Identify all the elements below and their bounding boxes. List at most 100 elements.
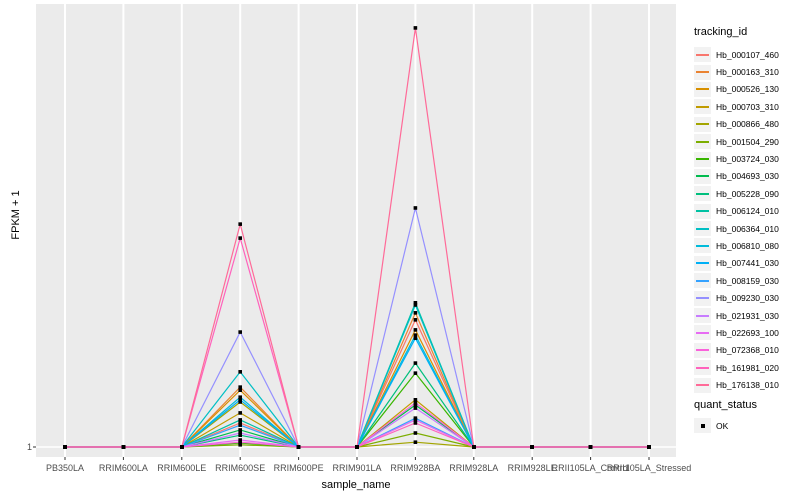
legend-item-label: Hb_004693_030 [716, 171, 779, 182]
legend-color-items: Hb_000107_460 Hb_000163_310 Hb_000526_130 H… [694, 46, 779, 394]
x-tick-label: RRIM600LE [157, 463, 207, 473]
point-marker [413, 328, 418, 332]
ok-marker-icon [700, 423, 705, 428]
point-marker [413, 403, 418, 407]
point-marker [238, 421, 242, 425]
legend-item-label: Hb_000107_460 [716, 49, 779, 60]
legend-key-line-icon [694, 360, 711, 376]
legend-item-label: Hb_022693_100 [716, 327, 779, 338]
legend-title-tracking-id: tracking_id [694, 26, 748, 38]
point-marker [413, 318, 418, 322]
point-marker [121, 445, 126, 449]
legend-key-color [696, 262, 709, 265]
point-marker [180, 445, 184, 449]
legend-key-line-icon [694, 134, 711, 150]
legend-item-label: Hb_176138_010 [716, 380, 779, 391]
point-marker [413, 418, 418, 422]
x-axis-title: sample_name [321, 479, 391, 491]
point-marker [238, 418, 242, 422]
legend-key-line-icon [694, 221, 711, 237]
legend-key-color [696, 158, 709, 161]
legend-key-line-icon [694, 186, 711, 202]
legend-key-color [696, 88, 709, 91]
point-marker [413, 361, 418, 365]
y-axis-tick-label: 1 [26, 442, 32, 452]
legend-panel: tracking_id Hb_000107_460 Hb_000163_310 Hb… [686, 0, 800, 500]
legend-key-line-icon [694, 116, 711, 132]
legend-key-color [696, 349, 709, 352]
point-marker [238, 370, 242, 374]
point-marker [238, 438, 242, 442]
legend-item-label: Hb_021931_030 [716, 310, 779, 321]
legend-item: Hb_021931_030 [694, 307, 779, 324]
legend-item: Hb_161981_020 [694, 359, 779, 376]
y-axis-title: FPKM + 1 [10, 190, 22, 240]
legend-item-label: Hb_008159_030 [716, 275, 779, 286]
point-marker [413, 333, 418, 337]
legend-title-quant-status: quant_status [694, 399, 757, 411]
legend-item: Hb_072368_010 [694, 342, 779, 359]
point-marker [238, 428, 242, 432]
legend-item-label: Hb_003724_030 [716, 154, 779, 165]
legend-key-square-icon [694, 418, 711, 434]
point-marker [238, 423, 242, 427]
legend-key-color [696, 71, 709, 74]
legend-key-color [696, 366, 709, 369]
point-marker [238, 400, 242, 404]
point-marker [355, 445, 359, 449]
point-marker [413, 311, 418, 315]
quant-status-item: OK [694, 417, 728, 434]
point-marker [413, 421, 418, 425]
x-tick-label: PB350LA [45, 463, 85, 473]
legend-item: Hb_176138_010 [694, 376, 779, 393]
legend-key-line-icon [694, 273, 711, 289]
legend-item-label: Hb_006364_010 [716, 223, 779, 234]
legend-item-label: Hb_005228_090 [716, 188, 779, 199]
legend-item: Hb_007441_030 [694, 255, 779, 272]
x-tick-label: RRIM600SE [215, 463, 266, 473]
x-tick-label: RRIM928LA [449, 463, 499, 473]
legend-key-color [696, 53, 709, 56]
legend-item: Hb_006364_010 [694, 220, 779, 237]
point-marker [238, 433, 242, 438]
legend-item-label: Hb_009230_030 [716, 293, 779, 304]
legend-key-line-icon [694, 81, 711, 97]
point-marker [413, 431, 418, 435]
legend-item: Hb_000526_130 [694, 81, 779, 98]
legend-key-line-icon [694, 99, 711, 115]
legend-key-line-icon [694, 255, 711, 271]
legend-key-color [696, 244, 709, 247]
legend-key-line-icon [694, 151, 711, 167]
point-marker [238, 411, 242, 415]
legend-key-line-icon [694, 342, 711, 358]
point-marker [413, 440, 418, 444]
legend-item: Hb_000163_310 [694, 63, 779, 80]
legend-shape-items: OK [694, 417, 728, 434]
legend-item-label: Hb_007441_030 [716, 258, 779, 269]
point-marker [472, 445, 476, 449]
x-tick-label: RRIM901LA [332, 463, 382, 473]
point-marker [238, 330, 242, 334]
point-marker [413, 26, 418, 30]
legend-item-label: Hb_006124_010 [716, 206, 779, 217]
legend-key-line-icon [694, 168, 711, 184]
point-marker [238, 395, 242, 399]
point-marker [588, 445, 593, 449]
x-tick-label: RRII105LA_Stressed [606, 463, 692, 473]
legend-key-color [696, 297, 709, 300]
legend-key-color [696, 123, 709, 126]
legend-key-color [696, 140, 709, 143]
legend-item: Hb_000107_460 [694, 46, 779, 63]
legend-item: Hb_006810_080 [694, 237, 779, 254]
legend-item: Hb_000866_480 [694, 116, 779, 133]
point-marker [238, 388, 242, 392]
x-tick-label: RRIM928LE [507, 463, 557, 473]
legend-item: Hb_008159_030 [694, 272, 779, 289]
quant-status-label: OK [716, 420, 729, 431]
point-marker [530, 445, 534, 449]
legend-item: Hb_003724_030 [694, 150, 779, 167]
point-marker [238, 222, 242, 226]
legend-key-line-icon [694, 64, 711, 80]
x-tick-label: RRIM928BA [390, 463, 441, 473]
